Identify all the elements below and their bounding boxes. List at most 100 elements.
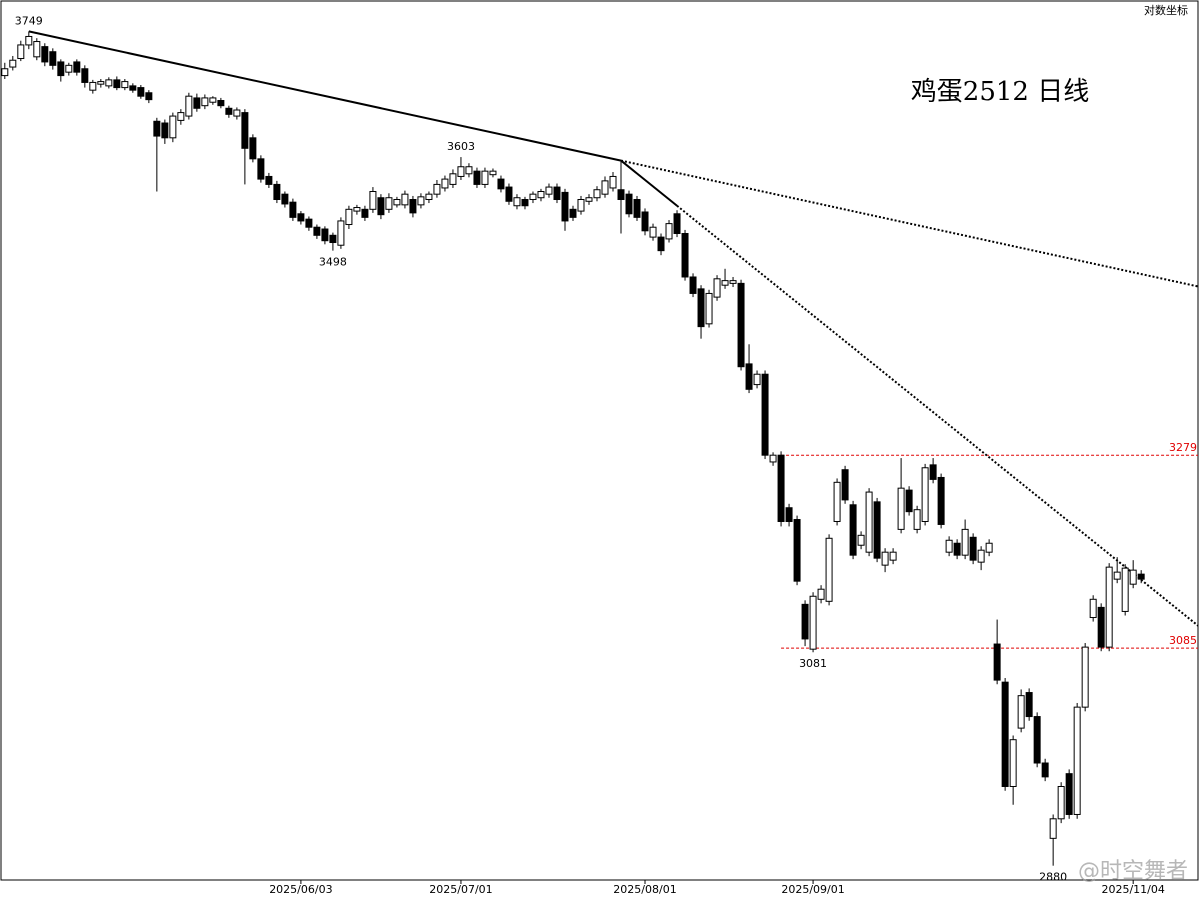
candle-body <box>865 491 873 553</box>
candle-body <box>817 588 825 600</box>
candle-body <box>217 100 225 107</box>
candle-body <box>329 234 337 244</box>
candle-body <box>1065 773 1073 815</box>
candle-body <box>1041 762 1049 778</box>
candle-body <box>505 186 513 202</box>
candle-body <box>961 528 969 556</box>
candle-body <box>433 183 441 195</box>
candle-body <box>81 68 89 83</box>
candle-body <box>801 603 809 640</box>
candle-body <box>761 373 769 456</box>
candle-body <box>1001 681 1009 787</box>
candle-body <box>585 197 593 202</box>
candle-body <box>769 454 777 463</box>
candle-body <box>705 292 713 325</box>
x-tick-label: 2025/07/01 <box>429 883 492 896</box>
candle-body <box>193 97 201 109</box>
candle-body <box>137 87 145 97</box>
candle-body <box>473 170 481 185</box>
candle-body <box>1137 573 1145 580</box>
x-tick-label: 2025/08/01 <box>613 883 676 896</box>
candle-body <box>889 551 897 561</box>
candle-body <box>753 373 761 386</box>
candle-body <box>249 137 257 160</box>
candle-body <box>57 61 65 77</box>
candle-body <box>1129 569 1137 585</box>
candle-body <box>721 280 729 286</box>
candle-body <box>937 476 945 525</box>
candle-body <box>113 79 121 89</box>
candle-body <box>577 199 585 212</box>
candle-body <box>1049 818 1057 839</box>
candle-body <box>97 81 105 85</box>
candle-body <box>1081 646 1089 708</box>
candle-body <box>273 183 281 201</box>
candle-body <box>1057 785 1065 820</box>
candle-body <box>617 189 625 201</box>
candle-body <box>841 469 849 501</box>
candle-body <box>793 519 801 582</box>
candle-body <box>1121 567 1129 612</box>
candle-body <box>521 199 529 207</box>
candle-body <box>737 282 745 368</box>
candle-body <box>681 233 689 278</box>
candle-body <box>33 41 41 58</box>
candle-body <box>281 193 289 205</box>
candle-body <box>785 507 793 522</box>
candle-body <box>481 170 489 185</box>
candle-body <box>105 79 113 87</box>
candle-body <box>209 97 217 103</box>
candle-body <box>1089 598 1097 619</box>
candle-body <box>857 534 865 546</box>
candle-body <box>953 542 961 556</box>
candle-body <box>9 59 17 68</box>
candle-body <box>897 487 905 530</box>
candle-body <box>465 166 473 175</box>
candle-body <box>201 97 209 107</box>
candle-body <box>673 213 681 235</box>
candle-body <box>313 226 321 236</box>
price-annotation: 3749 <box>15 14 43 27</box>
candle-body <box>777 454 785 522</box>
candle-body <box>457 166 465 177</box>
candle-body <box>89 81 97 91</box>
candle-body <box>161 122 169 139</box>
candle-body <box>553 186 561 201</box>
candle-body <box>1097 606 1105 648</box>
candle-body <box>369 191 377 210</box>
candle-body <box>713 278 721 298</box>
candle-body <box>129 85 137 91</box>
candle-body <box>185 95 193 117</box>
candle-body <box>697 288 705 328</box>
chart-title: 鸡蛋2512 日线 <box>911 77 1089 107</box>
candle-body <box>1073 706 1081 815</box>
candle-body <box>873 501 881 559</box>
candle-body <box>641 211 649 232</box>
candle-body <box>945 539 953 553</box>
price-annotation: 2880 <box>1039 871 1067 884</box>
price-annotation: 3081 <box>799 657 827 670</box>
candle-body <box>393 199 401 206</box>
candle-body <box>657 236 665 252</box>
candle-body <box>73 61 81 73</box>
plot-frame <box>0 0 1199 881</box>
candle-body <box>905 489 913 513</box>
candle-body <box>297 213 305 222</box>
candle-body <box>913 509 921 530</box>
reference-label: 3085 <box>1169 634 1197 647</box>
candle-body <box>601 180 609 195</box>
candle-body <box>289 201 297 218</box>
candle-body <box>633 199 641 218</box>
candle-body <box>169 115 177 139</box>
trend-line <box>620 159 678 207</box>
candle-body <box>41 46 49 63</box>
candle-body <box>25 35 33 46</box>
candle-body <box>441 178 449 189</box>
x-tick-label: 2025/06/03 <box>269 883 332 896</box>
candle-body <box>497 178 505 190</box>
candle-body <box>233 109 241 117</box>
candle-body <box>1017 695 1025 729</box>
candle-body <box>809 595 817 650</box>
